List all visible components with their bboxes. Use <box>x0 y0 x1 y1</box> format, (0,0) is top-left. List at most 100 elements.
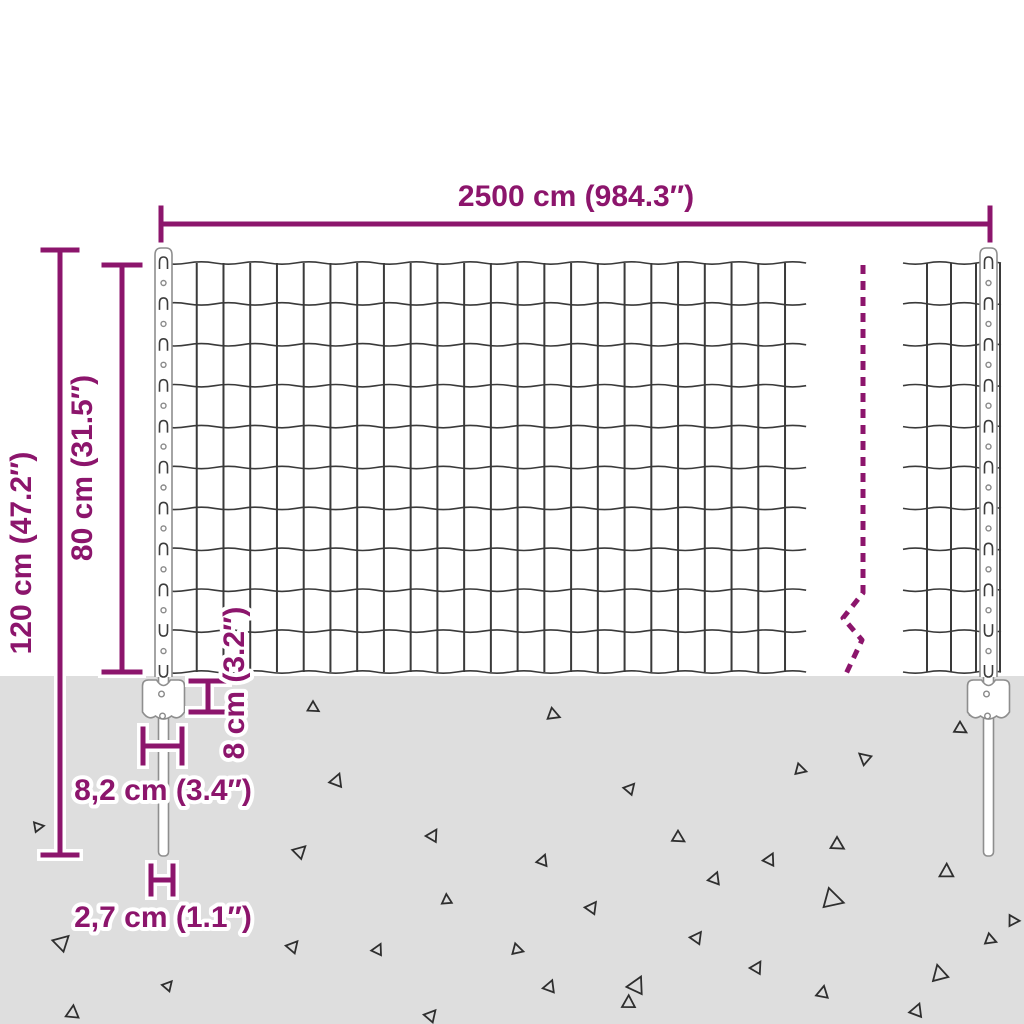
gravel-triangle <box>828 835 846 850</box>
post-hole <box>985 566 992 573</box>
wire-clip <box>158 583 169 597</box>
gravel-triangle <box>952 719 969 734</box>
wire-clip <box>983 419 994 433</box>
gravel-triangle <box>305 699 321 713</box>
mesh-horizontal-wire <box>160 629 807 634</box>
gravel-triangle <box>540 978 555 994</box>
gravel-triangle <box>64 1003 80 1019</box>
gravel-triangle <box>582 900 598 916</box>
mesh-horizontal-wire <box>160 342 807 347</box>
post-hole <box>160 647 167 655</box>
post-hole <box>160 607 167 614</box>
total-height-dimension-line <box>40 247 80 858</box>
post-hole <box>985 647 992 655</box>
spike-width-label: 2,7 cm (1.1″) <box>74 901 252 934</box>
wire-clip <box>983 337 994 351</box>
gravel-triangle <box>857 752 874 768</box>
mesh-horizontal-wire <box>160 383 807 388</box>
wire-clip <box>983 583 994 597</box>
spike-width-dimension-line <box>148 863 176 897</box>
total-height-label: 120 cm (47.2″) <box>5 452 38 655</box>
gravel-triangle <box>747 959 762 976</box>
gravel-triangle <box>760 851 775 868</box>
bracket-screw-hole <box>983 690 991 698</box>
post-hole <box>985 607 992 614</box>
wire-clip <box>983 542 994 556</box>
gravel-triangle <box>621 782 636 797</box>
post-hole <box>160 402 167 409</box>
gravel-triangle <box>423 827 438 844</box>
post-hole <box>985 402 992 409</box>
gravel-triangle <box>440 892 454 905</box>
gravel-triangle <box>937 861 955 878</box>
wire-clip <box>158 297 169 310</box>
post-hole <box>160 525 167 532</box>
wire-clip <box>983 256 994 269</box>
gravel-triangle <box>705 870 720 886</box>
post-hole <box>985 484 992 491</box>
wire-mesh <box>160 261 1002 674</box>
wire-clip <box>158 665 169 678</box>
post-hole <box>985 525 992 532</box>
gravel-triangle <box>327 771 343 789</box>
gravel-triangle <box>534 852 548 868</box>
fence-post <box>154 247 173 677</box>
gravel-triangle <box>32 820 46 834</box>
post-hole <box>160 443 167 450</box>
gravel-triangle <box>290 844 307 861</box>
post-hole <box>160 320 167 328</box>
wire-clip <box>983 460 994 474</box>
panel-break-dashed-line <box>840 265 866 678</box>
post-hole <box>160 566 167 573</box>
wire-clip <box>983 297 994 310</box>
gravel-triangle <box>931 962 950 983</box>
post-hole <box>160 361 167 368</box>
gravel-triangle <box>620 993 637 1009</box>
wire-clip <box>158 378 169 392</box>
anchor-width-dimension-line <box>140 726 185 766</box>
wire-clip <box>983 501 994 515</box>
wire-clip <box>983 624 994 637</box>
post-hole <box>985 320 992 328</box>
anchor-depth-label: 8 cm (3.2″) <box>218 607 251 760</box>
dimension-labels: 2500 cm (984.3″) 120 cm (47.2″) 80 cm (3… <box>1 176 698 938</box>
wire-clip <box>158 624 169 637</box>
bracket-screw-hole <box>984 712 992 720</box>
fence-post <box>979 247 998 677</box>
fence-posts <box>141 247 1011 857</box>
wire-clip <box>158 460 169 474</box>
mesh-horizontal-wire <box>160 506 807 511</box>
total-width-dimension-line <box>158 205 993 243</box>
wire-clip <box>158 337 169 351</box>
gravel-triangle <box>421 1008 437 1024</box>
wire-clip <box>983 378 994 392</box>
mesh-horizontal-wire <box>160 261 807 265</box>
post-anchor-bracket <box>141 679 186 720</box>
mesh-horizontal-wire <box>160 547 807 552</box>
wire-clip <box>158 256 169 269</box>
gravel-triangle <box>907 1001 923 1019</box>
post-hole <box>160 484 167 491</box>
post-hole <box>985 361 992 368</box>
total-width-label: 2500 cm (984.3″) <box>458 180 694 213</box>
mesh-horizontal-wire <box>160 465 807 470</box>
gravel-triangle <box>814 984 830 999</box>
mesh-height-label: 80 cm (31.5″) <box>66 375 99 561</box>
gravel-triangle <box>687 930 703 946</box>
anchor-width-label: 8,2 cm (3.4″) <box>74 774 252 807</box>
mesh-horizontal-wire <box>160 424 807 429</box>
wire-clip <box>158 419 169 433</box>
mesh-horizontal-wire <box>160 670 807 674</box>
post-hole <box>985 279 992 287</box>
wire-clip <box>158 542 169 556</box>
gravel-triangle <box>369 942 382 957</box>
ground <box>0 676 1024 1024</box>
gravel-triangle <box>50 934 70 954</box>
mesh-height-dimension-line <box>101 262 143 675</box>
wire-clip <box>983 665 994 678</box>
gravel-triangle <box>160 979 173 993</box>
gravel-triangle <box>983 931 999 945</box>
bracket-screw-hole <box>157 690 165 698</box>
